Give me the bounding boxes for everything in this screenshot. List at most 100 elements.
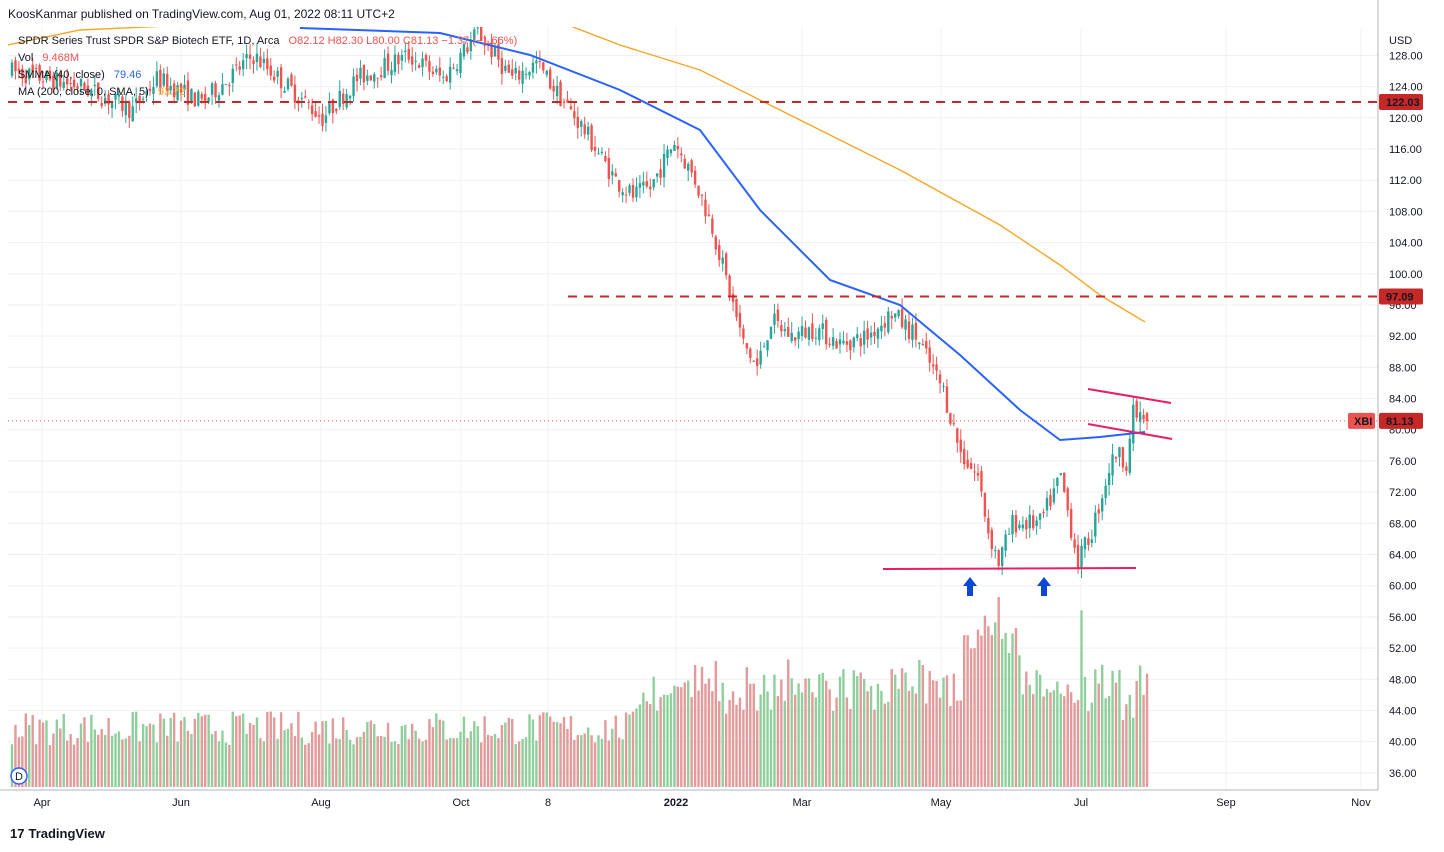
candle-body <box>362 65 366 83</box>
candle-body <box>452 67 455 69</box>
volume-bar <box>614 715 617 787</box>
y-tick-label: 40.00 <box>1389 737 1417 749</box>
volume-bar <box>252 724 255 787</box>
volume-bar <box>856 675 859 787</box>
volume-bar <box>424 739 428 787</box>
tradingview-brand[interactable]: 17 TradingView <box>10 826 105 841</box>
volume-bar <box>328 743 331 787</box>
candle-body <box>266 58 269 70</box>
volume-bar <box>1025 671 1028 787</box>
candle-body <box>849 340 852 351</box>
volume-bar <box>1066 684 1069 787</box>
candle-body <box>883 323 887 328</box>
candle-body <box>245 53 248 59</box>
volume-bar <box>580 735 583 787</box>
volume-bar <box>241 713 245 787</box>
candle-body <box>428 61 431 72</box>
candle-body <box>83 82 86 91</box>
candle-body <box>404 50 407 52</box>
candle-body <box>845 341 849 345</box>
candle-body <box>207 97 210 102</box>
candle-body <box>1145 413 1149 421</box>
volume-bar <box>797 683 800 787</box>
volume-bar <box>859 672 862 787</box>
volume-bar <box>1142 694 1145 787</box>
candle-body <box>825 319 828 345</box>
volume-bar <box>983 615 987 787</box>
candle-body <box>366 75 369 82</box>
candle-body <box>1011 515 1014 535</box>
candle-body <box>314 111 317 117</box>
volume-bar <box>942 677 945 787</box>
volume-bar <box>683 682 686 787</box>
volume-bar <box>762 674 766 787</box>
volume-bar <box>245 733 248 787</box>
candle-body <box>1114 457 1118 459</box>
candle-body <box>79 78 83 87</box>
volume-bar <box>1014 627 1018 787</box>
volume-bar <box>314 721 317 787</box>
price-label-box-resistance-1 <box>1379 94 1423 110</box>
volume-bar <box>273 717 276 787</box>
candle-body <box>535 60 538 64</box>
candle-body <box>238 66 241 70</box>
volume-bar <box>718 701 721 787</box>
volume-bar <box>535 740 538 787</box>
candle-body <box>956 428 959 443</box>
candle-body <box>331 99 335 114</box>
volume-bar <box>1121 719 1125 787</box>
volume-bar <box>862 678 866 787</box>
volume-bar <box>766 691 769 787</box>
volume-bar <box>121 739 124 787</box>
candle-body <box>631 184 635 198</box>
candle-body <box>221 83 224 95</box>
volume-bar <box>573 739 576 787</box>
volume-bar <box>397 744 400 787</box>
volume-bar <box>735 704 738 787</box>
candle-body <box>352 76 355 97</box>
candle-body <box>131 106 134 122</box>
candle-body <box>31 64 34 72</box>
up-arrow-icon <box>963 577 977 596</box>
candle-body <box>241 60 245 70</box>
legend-ma-row: MA (200, close, 0, SMA, 5) 93.72 <box>18 84 517 101</box>
volume-bar <box>390 742 393 787</box>
volume-bar <box>214 730 217 787</box>
volume-bar <box>383 736 386 787</box>
candle-body <box>1132 404 1135 444</box>
volume-bar <box>1035 670 1038 787</box>
volume-bar <box>611 728 614 787</box>
candle-body <box>59 73 62 87</box>
volume-bar <box>659 697 662 787</box>
volume-bar <box>342 717 345 787</box>
candle-body <box>780 325 783 332</box>
volume-bar <box>966 635 969 787</box>
ma-line <box>8 27 1146 323</box>
volume-bar <box>700 666 704 787</box>
volume-bar <box>600 738 604 787</box>
volume-bar <box>1125 704 1128 787</box>
volume-bar <box>704 683 707 787</box>
volume-bar <box>317 734 321 787</box>
volume-bar <box>366 722 369 787</box>
candle-body <box>966 459 969 468</box>
volume-bar <box>86 741 90 787</box>
volume-bar <box>883 703 887 787</box>
volume-bar <box>866 691 869 787</box>
volume-bar <box>114 733 117 787</box>
volume-bar <box>200 716 203 787</box>
candle-body <box>704 199 707 217</box>
candle-body <box>379 75 383 78</box>
candle-body <box>994 550 997 552</box>
volume-bar <box>262 741 266 787</box>
volume-bar <box>552 721 555 787</box>
candle-body <box>562 101 566 103</box>
candle-body <box>504 65 507 71</box>
candle-body <box>1111 454 1114 476</box>
volume-bar <box>190 734 193 787</box>
candle-body <box>100 102 103 107</box>
symbol-tag-box <box>1348 412 1375 429</box>
candle-body <box>1038 513 1042 520</box>
candle-body <box>1059 473 1062 475</box>
